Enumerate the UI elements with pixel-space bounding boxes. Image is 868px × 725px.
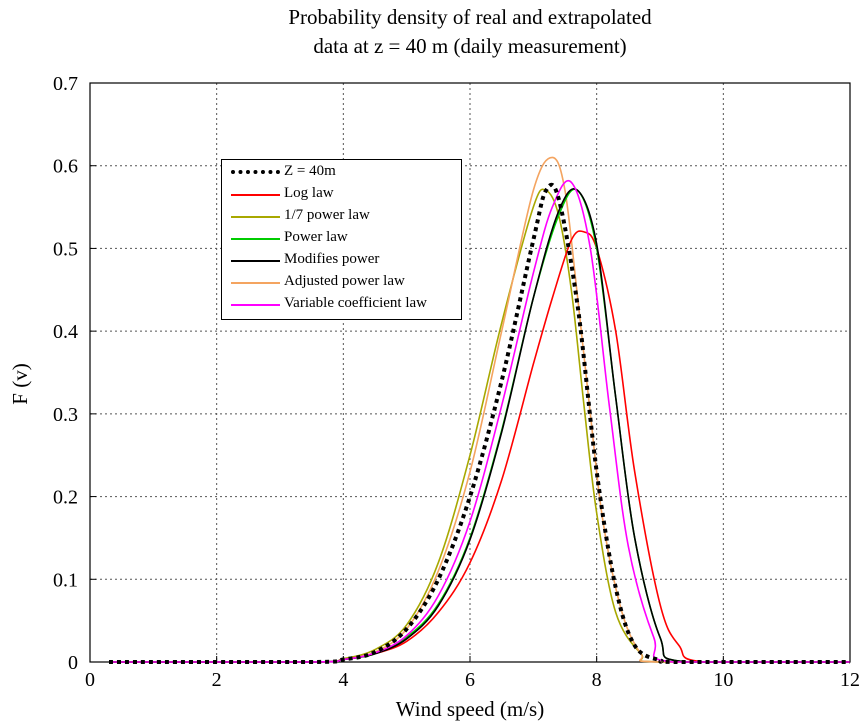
legend-entry-modifies-power: Modifies power (222, 250, 462, 272)
legend-entry-log-law: Log law (222, 184, 462, 206)
x-axis-label: Wind speed (m/s) (395, 697, 545, 721)
chart-title-line1: Probability density of real and extrapol… (288, 5, 652, 29)
y-tick-label: 0.1 (53, 569, 78, 591)
x-tick-label: 6 (465, 669, 475, 691)
x-tick-label: 10 (713, 669, 733, 691)
legend-swatch (231, 170, 280, 174)
y-tick-label: 0.7 (53, 73, 78, 95)
legend-entry-power-law: Power law (222, 228, 462, 250)
legend-swatch (231, 282, 280, 284)
x-tick-label: 0 (85, 669, 95, 691)
legend-label: Log law (284, 185, 334, 201)
legend-label: Variable coefficient law (284, 295, 427, 311)
x-tick-label: 12 (840, 669, 860, 691)
y-tick-label: 0.3 (53, 404, 78, 426)
y-tick-label: 0.2 (53, 487, 78, 509)
legend-swatch (231, 304, 280, 306)
x-tick-label: 2 (212, 669, 222, 691)
legend-swatch (231, 260, 280, 262)
legend-swatch (231, 216, 280, 218)
legend-entry-adjusted-power-law: Adjusted power law (222, 272, 462, 294)
x-tick-label: 8 (592, 669, 602, 691)
x-tick-label: 4 (338, 669, 348, 691)
y-tick-label: 0.4 (53, 321, 78, 343)
chart-title-line2: data at z = 40 m (daily measurement) (313, 34, 627, 58)
legend-swatch (231, 194, 280, 196)
y-tick-label: 0 (68, 652, 78, 674)
y-axis-label: F (v) (8, 363, 32, 405)
legend-label: Power law (284, 229, 348, 245)
legend-entry-one-seventh-power-law: 1/7 power law (222, 206, 462, 228)
y-tick-label: 0.6 (53, 156, 78, 178)
legend-entry-variable-coefficient-law: Variable coefficient law (222, 294, 462, 316)
legend: Z = 40m Log law 1/7 power law Power law … (221, 159, 462, 320)
y-tick-label: 0.5 (53, 238, 78, 260)
legend-entry-z40m: Z = 40m (222, 162, 462, 184)
legend-label: 1/7 power law (284, 207, 370, 223)
legend-label: Z = 40m (284, 163, 336, 179)
legend-label: Adjusted power law (284, 273, 405, 289)
legend-label: Modifies power (284, 251, 380, 267)
legend-swatch (231, 238, 280, 240)
